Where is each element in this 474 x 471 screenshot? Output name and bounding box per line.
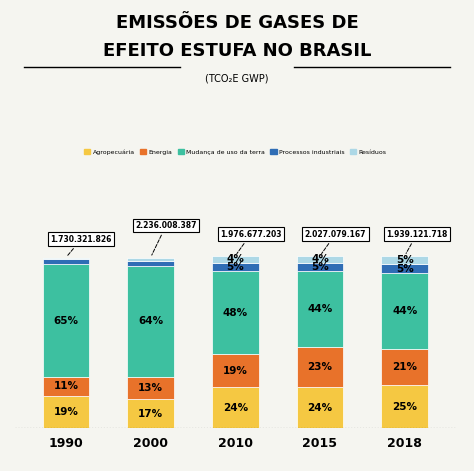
Text: 5%: 5% (311, 262, 329, 272)
Legend: Agropecuária, Energia, Mudança de uso da terra, Processos industriais, Resíduos: Agropecuária, Energia, Mudança de uso da… (82, 147, 389, 157)
Bar (297, 263, 343, 271)
Text: 24%: 24% (223, 403, 248, 413)
Text: 2015: 2015 (302, 437, 337, 450)
Text: 21%: 21% (392, 362, 417, 372)
Text: 5%: 5% (396, 264, 414, 274)
Bar (382, 385, 428, 429)
Text: 2000: 2000 (133, 437, 168, 450)
Bar (297, 256, 343, 263)
Bar (212, 256, 259, 263)
Text: (TCO₂E GWP): (TCO₂E GWP) (205, 73, 269, 83)
Text: 4%: 4% (227, 254, 244, 264)
Text: 13%: 13% (138, 383, 163, 393)
Text: 5%: 5% (396, 255, 414, 265)
Text: 1990: 1990 (48, 437, 83, 450)
Text: 44%: 44% (307, 304, 333, 314)
Bar (43, 396, 89, 429)
Text: 24%: 24% (308, 403, 333, 413)
Bar (43, 377, 89, 396)
Bar (382, 349, 428, 385)
Bar (43, 260, 89, 265)
Bar (127, 399, 174, 429)
Text: 2.027.079.167: 2.027.079.167 (305, 229, 366, 253)
Bar (382, 273, 428, 349)
Text: 2.236.008.387: 2.236.008.387 (135, 221, 197, 255)
Bar (43, 258, 89, 260)
Bar (127, 266, 174, 377)
Text: 1.939.121.718: 1.939.121.718 (386, 229, 447, 253)
Text: 19%: 19% (223, 365, 248, 376)
Text: 11%: 11% (54, 381, 78, 391)
Bar (43, 265, 89, 377)
Bar (212, 271, 259, 354)
Bar (382, 265, 428, 273)
Bar (127, 258, 174, 261)
Text: 1.976.677.203: 1.976.677.203 (220, 229, 282, 253)
Bar (212, 354, 259, 387)
Text: 19%: 19% (54, 407, 78, 417)
Text: 17%: 17% (138, 409, 163, 419)
Bar (382, 256, 428, 265)
Bar (127, 377, 174, 399)
Text: 48%: 48% (223, 308, 248, 318)
Text: EFEITO ESTUFA NO BRASIL: EFEITO ESTUFA NO BRASIL (103, 42, 371, 60)
Bar (297, 387, 343, 429)
Bar (297, 271, 343, 347)
Text: 23%: 23% (308, 362, 332, 372)
Text: 2010: 2010 (218, 437, 253, 450)
Text: 65%: 65% (54, 316, 78, 325)
Text: 5%: 5% (227, 262, 244, 272)
Text: EMISSÕES DE GASES DE: EMISSÕES DE GASES DE (116, 14, 358, 32)
Text: 4%: 4% (311, 254, 329, 264)
Text: 25%: 25% (392, 402, 417, 412)
Bar (212, 263, 259, 271)
Text: 44%: 44% (392, 306, 417, 316)
Bar (127, 261, 174, 266)
Text: 64%: 64% (138, 317, 163, 326)
Text: 2018: 2018 (387, 437, 422, 450)
Text: 1.730.321.826: 1.730.321.826 (51, 235, 112, 255)
Bar (212, 387, 259, 429)
Bar (297, 347, 343, 387)
